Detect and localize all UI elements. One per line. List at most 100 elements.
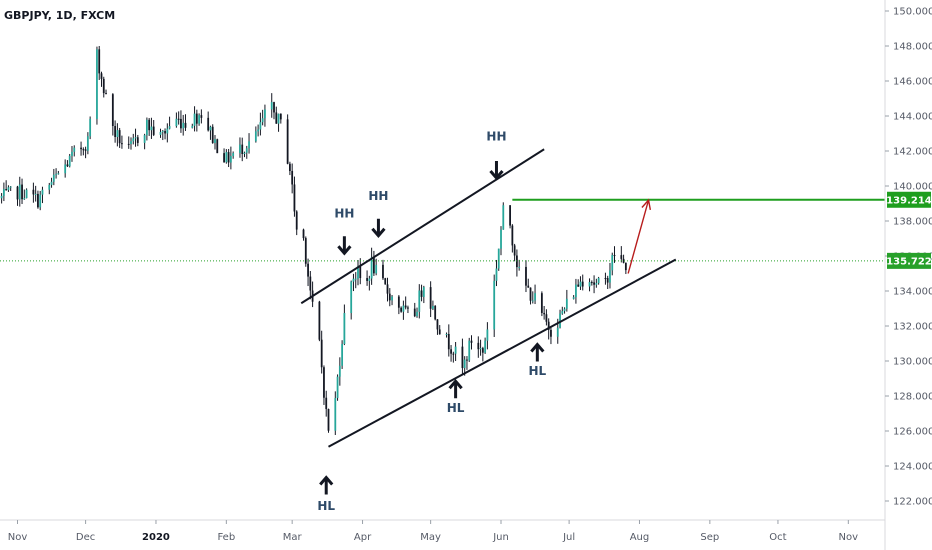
candle <box>150 117 153 139</box>
candle-body-down <box>397 296 400 308</box>
candle <box>484 337 487 354</box>
arrow-up-head <box>319 475 334 486</box>
candle <box>577 279 580 287</box>
candle-body-up <box>500 229 502 249</box>
candle-body-down <box>21 184 23 200</box>
price-tick-label: 148.000 <box>893 42 932 53</box>
candle <box>561 306 564 315</box>
time-tick-label: May <box>420 532 441 543</box>
candle <box>611 252 614 276</box>
candle-body-down <box>102 78 105 94</box>
price-tick-label: 130.000 <box>893 357 932 368</box>
candle-body-down <box>550 329 552 337</box>
candle <box>254 126 257 143</box>
candle <box>166 123 169 143</box>
candle <box>159 128 162 138</box>
candle-body-down <box>327 409 330 431</box>
candle-body-up <box>484 340 487 353</box>
candle-body-down <box>400 307 403 312</box>
candle-body-up <box>277 113 280 124</box>
candle <box>18 176 21 207</box>
candle-body-down <box>382 264 384 279</box>
candle <box>436 319 439 335</box>
candle <box>397 295 400 315</box>
candle <box>609 262 611 289</box>
time-tick-label: Sep <box>700 532 719 543</box>
candle <box>477 336 480 358</box>
candle-body-down <box>105 93 107 95</box>
price-tick-label: 150.000 <box>893 7 932 18</box>
candle-body-down <box>434 306 437 320</box>
candle <box>232 151 235 159</box>
candle <box>216 138 219 154</box>
candle-body-up <box>0 195 3 199</box>
candle <box>309 270 312 300</box>
candle-body-up <box>454 346 457 354</box>
candle-body-up <box>48 184 51 190</box>
arrow-down-head <box>337 245 352 256</box>
candle-body-up <box>41 189 44 195</box>
candle-body-down <box>98 49 101 74</box>
candle <box>273 101 275 120</box>
candle-body-up <box>132 138 135 142</box>
candle <box>581 274 584 291</box>
candle <box>338 357 341 386</box>
candle-body-down <box>606 278 609 283</box>
candle-body-down <box>66 164 69 167</box>
candle-body-up <box>343 313 346 344</box>
arrow-down-head <box>489 170 504 181</box>
candle <box>511 224 514 253</box>
candle <box>311 281 314 308</box>
candle-body-down <box>407 307 409 309</box>
candle <box>229 146 232 170</box>
candle-body-down <box>481 348 484 353</box>
hl-annotation: HL <box>447 378 465 415</box>
annotation-label: HH <box>368 189 388 203</box>
candle <box>563 307 566 314</box>
candle-body-down <box>547 321 550 330</box>
candle-body-down <box>581 281 584 287</box>
candle <box>493 274 496 337</box>
candle <box>279 113 282 124</box>
candle-body-down <box>275 112 278 124</box>
candle-body-down <box>509 205 511 226</box>
candle-body-down <box>545 314 548 322</box>
candle <box>450 345 452 362</box>
candle <box>529 287 532 305</box>
candle-body-down <box>32 189 35 195</box>
candle-body-up <box>336 376 339 398</box>
candle-body-down <box>286 119 289 164</box>
candle-body-down <box>320 339 323 368</box>
candle <box>121 135 123 149</box>
candle-body-up <box>350 281 353 314</box>
candle-body-up <box>71 151 73 156</box>
candle <box>445 332 448 338</box>
candle <box>264 104 266 127</box>
candle-body-down <box>359 266 362 279</box>
candle-body-up <box>64 164 67 174</box>
candle-body-down <box>513 245 516 256</box>
candle-body-down <box>577 284 580 287</box>
candle <box>116 123 119 147</box>
candle <box>148 117 151 136</box>
candle <box>82 147 85 156</box>
price-tick-label: 134.000 <box>893 287 932 298</box>
price-axis-bg <box>885 0 932 550</box>
candle <box>495 259 498 287</box>
candle-body-down <box>388 293 391 301</box>
candle <box>223 148 225 163</box>
candle <box>502 202 505 230</box>
candle <box>486 322 489 350</box>
price-tick-label: 142.000 <box>893 147 932 158</box>
candle-body-up <box>497 248 500 269</box>
candle-body-down <box>309 276 312 291</box>
candle <box>352 273 355 292</box>
candle-body-up <box>73 147 76 152</box>
candle-body-up <box>130 141 132 145</box>
candle-body-down <box>207 117 210 131</box>
candle-body-down <box>177 118 180 120</box>
candle <box>509 205 511 229</box>
price-tick-label: 144.000 <box>893 112 932 123</box>
candle-body-up <box>579 281 582 287</box>
